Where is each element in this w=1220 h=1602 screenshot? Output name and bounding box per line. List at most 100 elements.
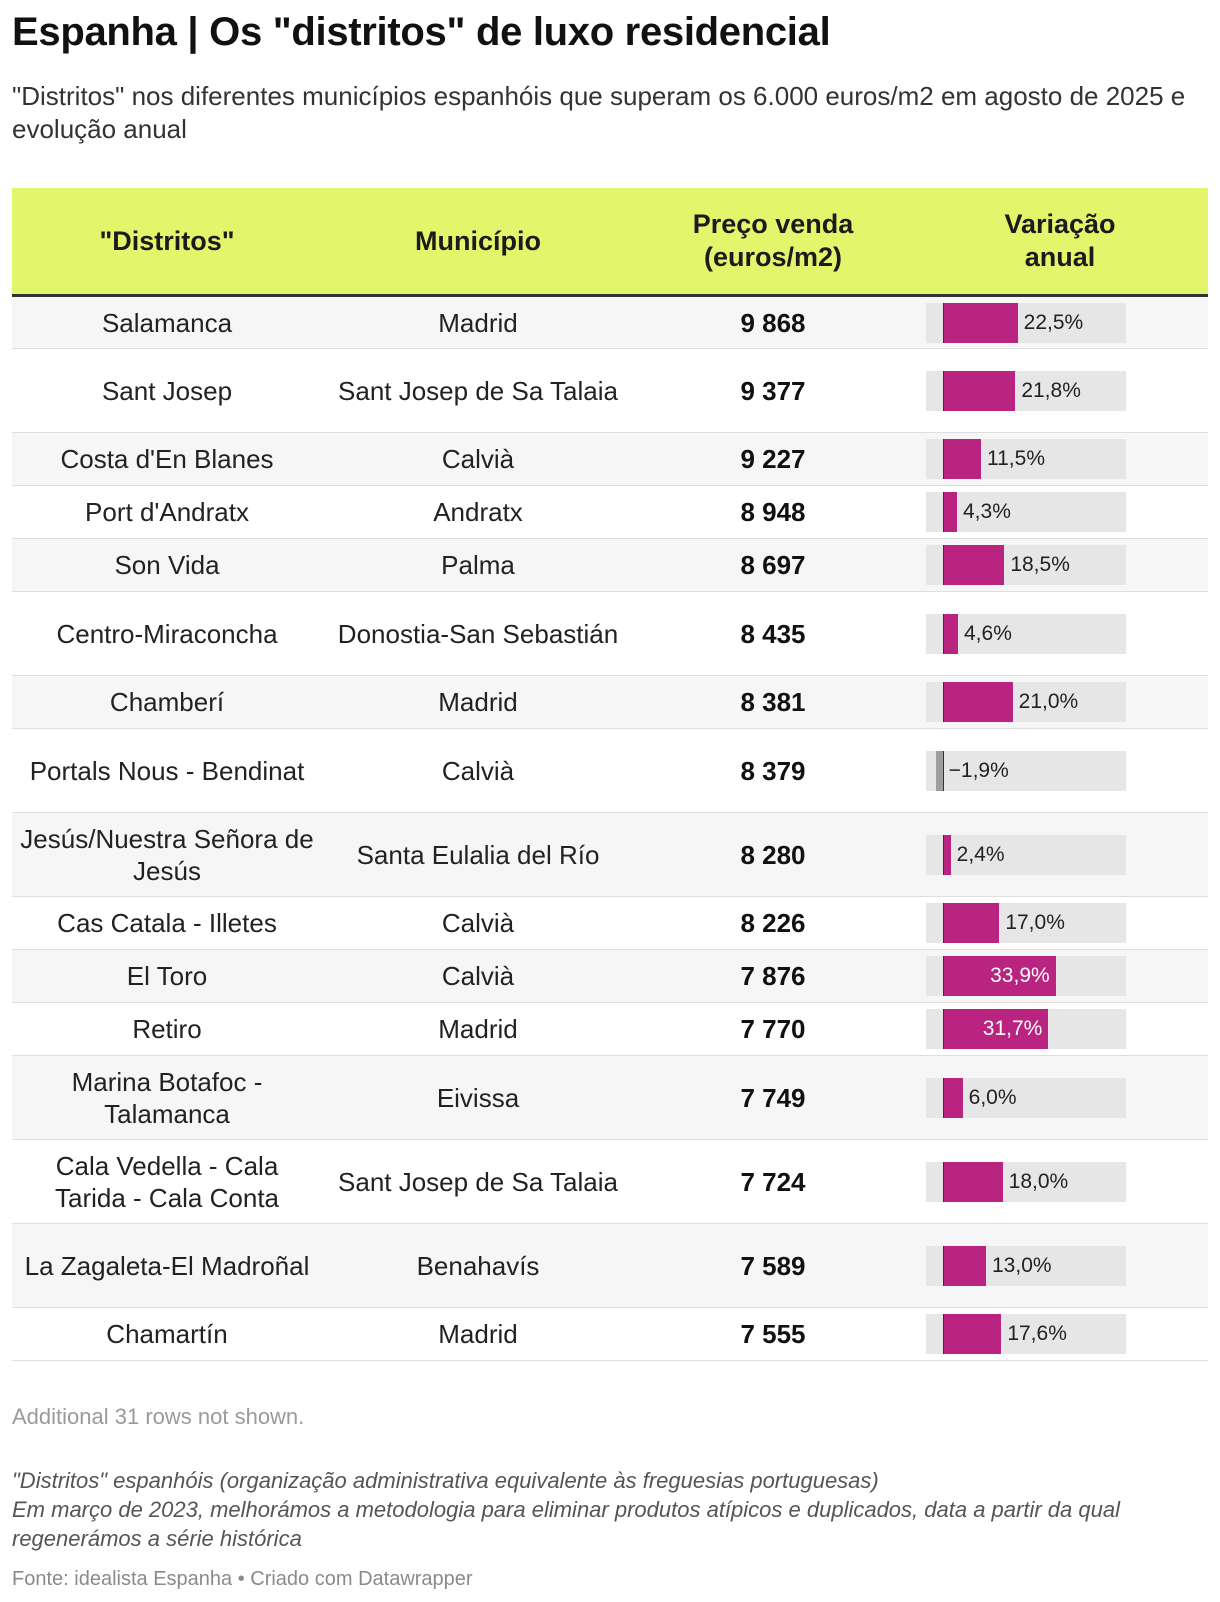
variation-label: 6,0% bbox=[968, 1085, 1017, 1109]
variation-label: 17,0% bbox=[1005, 911, 1065, 934]
variation-bar bbox=[936, 750, 943, 791]
col-header-variacao-line-2: anual bbox=[1024, 242, 1096, 272]
cell-variacao: 21,8% bbox=[912, 348, 1208, 433]
col-header-preco[interactable]: Preço venda (euros/m2) bbox=[634, 188, 912, 297]
cell-preco: 8 948 bbox=[634, 485, 912, 539]
source-credit: Fonte: idealista Espanha • Criado com Da… bbox=[12, 1568, 473, 1590]
table-row: Cala Vedella - Cala Tarida - Cala Conta S… bbox=[12, 1139, 1208, 1224]
cell-municipio: Donostia-San Sebastián bbox=[322, 591, 634, 676]
zero-axis bbox=[942, 750, 945, 791]
zero-axis bbox=[942, 439, 945, 479]
zero-axis bbox=[942, 1245, 945, 1286]
zero-axis bbox=[942, 834, 945, 875]
table-row: Sant Josep Sant Josep de Sa Talaia 9 377 21… bbox=[12, 348, 1208, 433]
rows-not-shown-note: Additional 31 rows not shown. bbox=[12, 1404, 305, 1429]
bar-track: 6,0% bbox=[926, 1077, 1126, 1118]
cell-variacao: −1,9% bbox=[912, 728, 1208, 813]
zero-axis bbox=[942, 302, 945, 343]
data-table: "Distritos" Município Preço venda (euros/… bbox=[12, 188, 1208, 1361]
variation-label: 13,0% bbox=[992, 1253, 1052, 1277]
cell-municipio: Madrid bbox=[322, 1002, 634, 1056]
cell-municipio: Sant Josep de Sa Talaia bbox=[322, 1139, 634, 1224]
bar-track: 18,5% bbox=[926, 545, 1126, 585]
variation-label: 22,5% bbox=[1023, 310, 1084, 334]
cell-variacao: 31,7% bbox=[912, 1002, 1208, 1056]
chart-subtitle: "Distritos" nos diferentes municípios es… bbox=[12, 81, 1186, 144]
variation-bar bbox=[942, 903, 1000, 943]
table-row: Costa d'En Blanes Calvià 9 227 11,5% bbox=[12, 432, 1208, 486]
cell-distrito: Centro-Miraconcha bbox=[12, 591, 322, 676]
col-header-distritos[interactable]: "Distritos" bbox=[12, 188, 322, 297]
table-row: Chamberí Madrid 8 381 21,0% bbox=[12, 675, 1208, 729]
table-row: El Toro Calvià 7 876 33,9% bbox=[12, 949, 1208, 1003]
table-row: Son Vida Palma 8 697 18,5% bbox=[12, 538, 1208, 592]
variation-label: 21,0% bbox=[1018, 690, 1079, 713]
bar-track: 21,8% bbox=[926, 370, 1126, 411]
variation-bar bbox=[942, 834, 951, 875]
table-row: Portals Nous - Bendinat Calvià 8 379 −1,9% bbox=[12, 728, 1208, 813]
cell-distrito: Jesús/Nuestra Señora de Jesús bbox=[12, 812, 322, 897]
bar-track: 31,7% bbox=[926, 1009, 1126, 1049]
variation-bar bbox=[942, 1161, 1003, 1202]
cell-municipio: Andratx bbox=[322, 485, 634, 539]
cell-preco: 7 724 bbox=[634, 1139, 912, 1224]
cell-variacao: 18,0% bbox=[912, 1139, 1208, 1224]
col-header-distritos-line-1: "Distritos" bbox=[99, 225, 235, 256]
chart-title: Espanha | Os "distritos" de luxo residen… bbox=[12, 10, 831, 54]
col-header-municipio-line-1: Município bbox=[415, 225, 541, 256]
variation-label: 18,0% bbox=[1008, 1169, 1069, 1193]
zero-axis bbox=[942, 370, 945, 411]
bar-track: 21,0% bbox=[926, 682, 1126, 722]
bar-track: −1,9% bbox=[926, 750, 1126, 791]
variation-bar bbox=[942, 302, 1018, 343]
variation-bar bbox=[942, 370, 1016, 411]
table-row: Cas Catala - Illetes Calvià 8 226 17,0% bbox=[12, 896, 1208, 950]
table-body: Salamanca Madrid 9 868 22,5% Sant Josep Sant … bbox=[12, 295, 1208, 1361]
cell-variacao: 17,0% bbox=[912, 896, 1208, 950]
cell-variacao: 6,0% bbox=[912, 1055, 1208, 1140]
zero-axis bbox=[942, 903, 945, 943]
cell-variacao: 2,4% bbox=[912, 812, 1208, 897]
table-row: Marina Botafoc - Talamanca Eivissa 7 749 6,… bbox=[12, 1055, 1208, 1140]
cell-variacao: 4,3% bbox=[912, 485, 1208, 539]
zero-axis bbox=[942, 1077, 945, 1118]
variation-label: 2,4% bbox=[956, 842, 1005, 866]
cell-distrito: Retiro bbox=[12, 1002, 322, 1056]
zero-axis bbox=[942, 492, 945, 532]
cell-distrito: El Toro bbox=[12, 949, 322, 1003]
col-header-preco-line-2: (euros/m2) bbox=[703, 242, 843, 272]
cell-municipio: Calvià bbox=[322, 432, 634, 486]
bar-track: 2,4% bbox=[926, 834, 1126, 875]
cell-variacao: 18,5% bbox=[912, 538, 1208, 592]
cell-municipio: Calvià bbox=[322, 896, 634, 950]
cell-preco: 8 280 bbox=[634, 812, 912, 897]
cell-preco: 7 589 bbox=[634, 1223, 912, 1308]
cell-preco: 9 868 bbox=[634, 295, 912, 349]
cell-distrito: Port d'Andratx bbox=[12, 485, 322, 539]
cell-preco: 8 379 bbox=[634, 728, 912, 813]
table-header: "Distritos" Município Preço venda (euros/… bbox=[12, 188, 1208, 297]
cell-municipio: Calvià bbox=[322, 949, 634, 1003]
bar-track: 18,0% bbox=[926, 1161, 1126, 1202]
zero-axis bbox=[942, 1161, 945, 1202]
cell-preco: 7 876 bbox=[634, 949, 912, 1003]
bar-track: 13,0% bbox=[926, 1245, 1126, 1286]
zero-axis bbox=[942, 545, 945, 585]
bar-track: 33,9% bbox=[926, 956, 1126, 996]
cell-variacao: 4,6% bbox=[912, 591, 1208, 676]
bar-track: 11,5% bbox=[926, 439, 1126, 479]
cell-variacao: 11,5% bbox=[912, 432, 1208, 486]
variation-label: 4,3% bbox=[963, 500, 1011, 523]
cell-municipio: Palma bbox=[322, 538, 634, 592]
cell-variacao: 13,0% bbox=[912, 1223, 1208, 1308]
variation-label: 4,6% bbox=[964, 621, 1012, 645]
cell-distrito: Cala Vedella - Cala Tarida - Cala Conta bbox=[12, 1139, 322, 1224]
cell-municipio: Madrid bbox=[322, 295, 634, 349]
col-header-variacao[interactable]: Variação anual bbox=[912, 188, 1208, 297]
cell-preco: 7 770 bbox=[634, 1002, 912, 1056]
cell-variacao: 21,0% bbox=[912, 675, 1208, 729]
cell-distrito: Salamanca bbox=[12, 295, 322, 349]
col-header-municipio[interactable]: Município bbox=[322, 188, 634, 297]
zero-axis bbox=[942, 1314, 945, 1354]
cell-preco: 8 381 bbox=[634, 675, 912, 729]
